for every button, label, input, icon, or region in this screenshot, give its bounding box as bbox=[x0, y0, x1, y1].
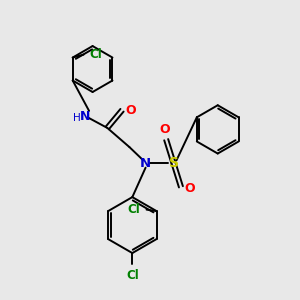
Text: N: N bbox=[80, 110, 90, 123]
Text: Cl: Cl bbox=[89, 48, 102, 61]
Text: O: O bbox=[159, 123, 170, 136]
Text: S: S bbox=[169, 156, 178, 170]
Text: Cl: Cl bbox=[126, 269, 139, 282]
Text: Cl: Cl bbox=[127, 203, 140, 216]
Text: O: O bbox=[184, 182, 195, 195]
Text: O: O bbox=[126, 104, 136, 117]
Text: N: N bbox=[140, 157, 151, 170]
Text: H: H bbox=[74, 112, 81, 123]
